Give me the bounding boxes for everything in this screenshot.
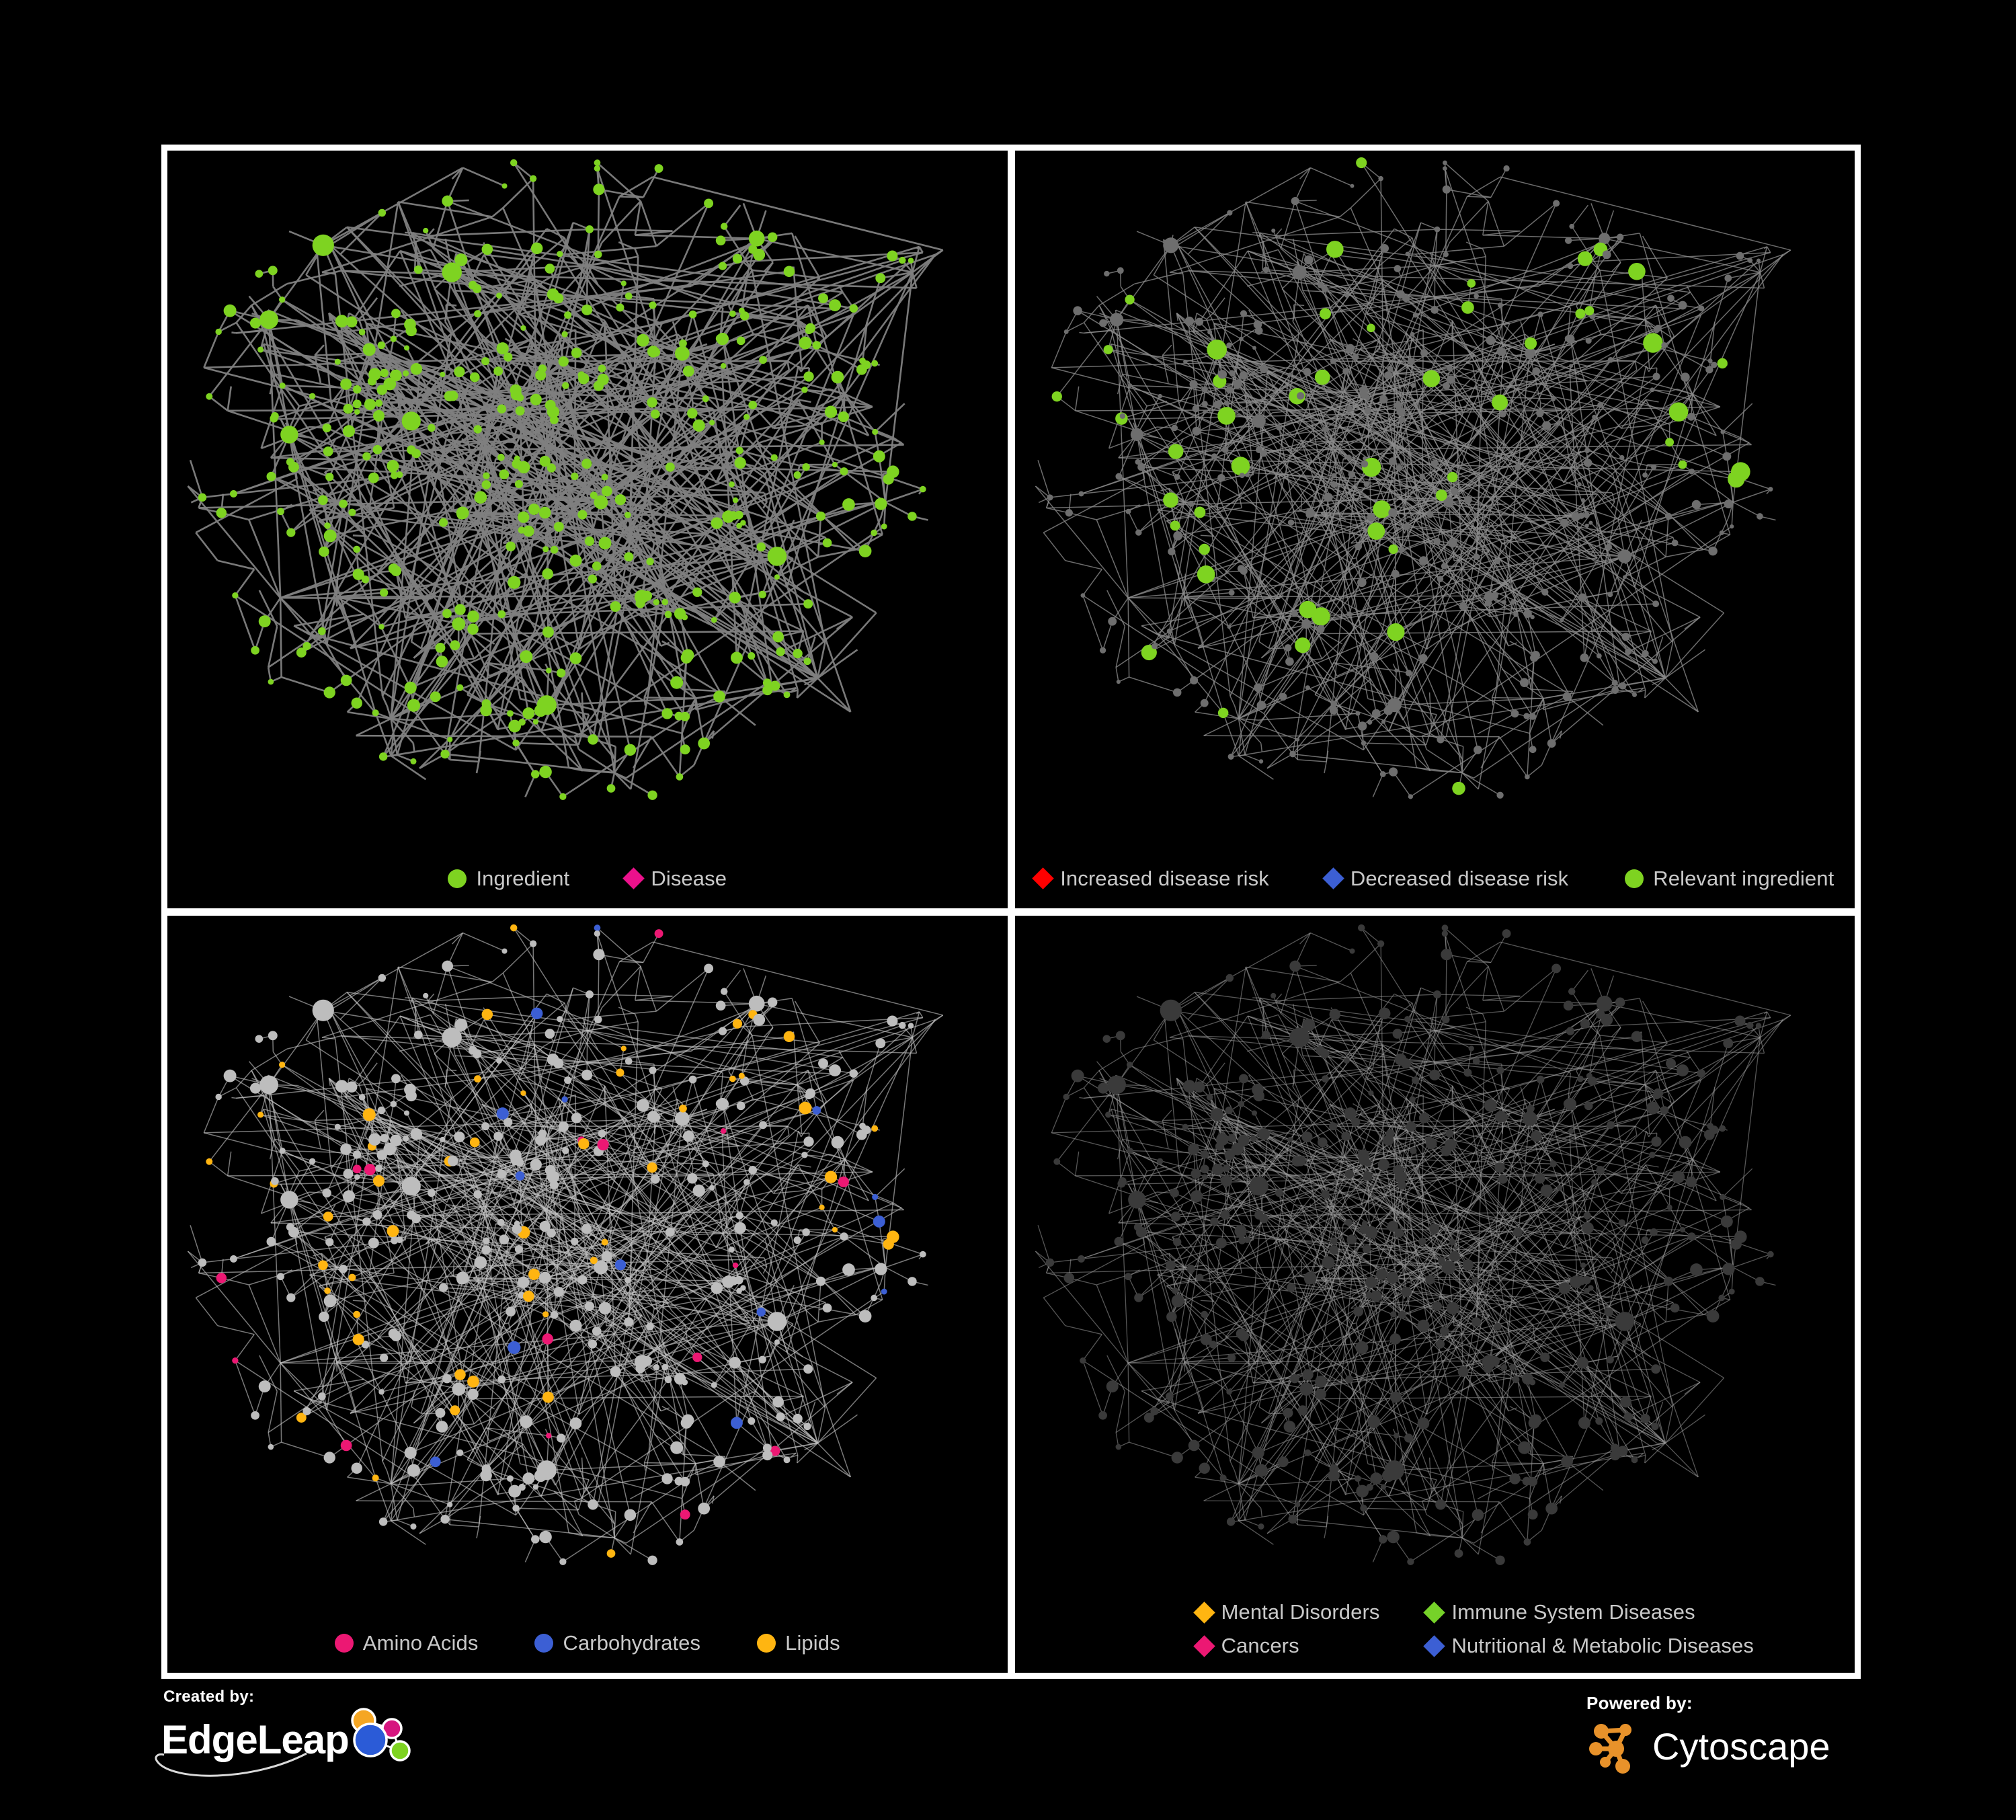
created-by-label: Created by: bbox=[163, 1688, 255, 1706]
network-graph-disease-risk[interactable] bbox=[1015, 151, 1855, 908]
cytoscape-network-icon bbox=[1589, 1724, 1631, 1774]
network-graph-ingredient-disease[interactable] bbox=[167, 151, 1008, 908]
cytoscape-wordmark-row: Cytoscape bbox=[1585, 1716, 1830, 1777]
cytoscape-logo[interactable]: Powered by: Cytoscape bbox=[1585, 1693, 1854, 1794]
panel-disease-classes[interactable]: Mental Disorders Immune System Diseases … bbox=[1014, 915, 1855, 1673]
edgeleap-logo[interactable]: Created by: EdgeLeap bbox=[155, 1688, 444, 1795]
powered-by-label: Powered by: bbox=[1586, 1693, 1693, 1713]
edgeleap-wordmark-row: EdgeLeap bbox=[161, 1708, 444, 1772]
edgeleap-swoosh-icon bbox=[155, 1752, 307, 1777]
panel-disease-risk[interactable]: Increased disease risk Decreased disease… bbox=[1014, 151, 1855, 908]
panel-ingredient-disease[interactable]: Ingredient Disease bbox=[167, 151, 1008, 908]
panel-nutrient-classes[interactable]: Amino Acids Carbohydrates Lipids bbox=[167, 915, 1008, 1673]
edgeleap-wordmark: EdgeLeap bbox=[161, 1717, 350, 1762]
network-graph-disease-classes[interactable] bbox=[1015, 915, 1855, 1673]
footer: Created by: EdgeLeap Powered by: bbox=[155, 1688, 1861, 1802]
edgeleap-network-icon bbox=[350, 1708, 411, 1762]
cytoscape-wordmark: Cytoscape bbox=[1652, 1725, 1830, 1768]
network-graph-nutrient-classes[interactable] bbox=[167, 915, 1008, 1673]
figure-frame: Ingredient Disease Increased disease ris… bbox=[161, 145, 1861, 1679]
